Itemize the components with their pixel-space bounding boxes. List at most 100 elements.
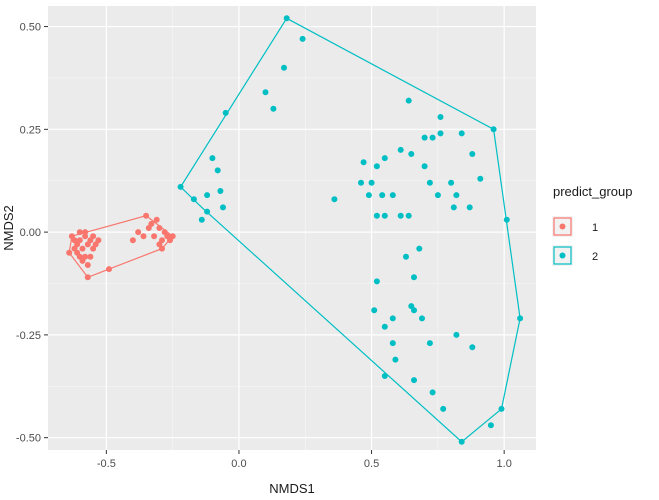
point-group-2 (448, 179, 455, 186)
x-axis-title: NMDS1 (269, 481, 315, 496)
point-group-2 (477, 175, 484, 182)
point-group-2 (365, 192, 372, 199)
point-group-2 (421, 134, 428, 141)
point-group-2 (360, 159, 367, 166)
legend-label-1: 1 (592, 222, 598, 234)
point-group-1 (84, 274, 91, 281)
point-group-2 (437, 114, 444, 120)
point-group-2 (373, 212, 380, 219)
point-group-2 (389, 192, 396, 199)
legend-entry-1: 1 (552, 216, 598, 237)
hull-group-2 (179, 17, 521, 443)
point-group-2 (204, 192, 211, 199)
point-group-2 (371, 307, 378, 314)
group-hulls (68, 17, 521, 443)
point-group-2 (270, 105, 277, 112)
point-group-2 (503, 216, 510, 223)
point-group-2 (405, 97, 412, 104)
point-group-2 (381, 212, 388, 219)
point-group-1 (135, 229, 142, 236)
point-group-2 (458, 438, 465, 445)
point-group-2 (281, 64, 287, 71)
point-group-2 (397, 212, 404, 219)
point-group-1 (106, 266, 112, 273)
point-group-2 (426, 340, 433, 347)
point-group-1 (129, 237, 136, 244)
legend-entry-2: 2 (552, 245, 598, 266)
point-group-2 (437, 130, 444, 137)
legend-title: predict_group (553, 184, 633, 199)
point-group-2 (421, 163, 428, 170)
point-group-2 (358, 179, 364, 186)
legend-key-outline-1 (553, 217, 572, 236)
point-group-1 (71, 245, 78, 252)
point-group-2 (331, 196, 338, 203)
point-group-2 (440, 405, 447, 412)
legend-key-outline-2 (553, 246, 572, 265)
point-group-1 (82, 229, 89, 236)
point-group-2 (389, 315, 396, 322)
point-group-2 (392, 356, 399, 363)
x-tick-label: -0.5 (97, 458, 116, 470)
point-group-1 (66, 249, 73, 256)
y-tick-label: 0.50 (20, 22, 41, 34)
point-group-2 (405, 212, 412, 219)
point-group-2 (209, 155, 216, 162)
point-group-1 (90, 233, 97, 240)
plot-panel (48, 6, 536, 450)
point-group-2 (204, 208, 211, 215)
point-group-2 (381, 323, 388, 330)
point-group-1 (167, 237, 173, 244)
hull-group-1 (68, 215, 174, 279)
point-group-2 (397, 146, 404, 153)
point-group-1 (87, 253, 94, 260)
x-tick-label: 1.0 (497, 458, 512, 470)
point-group-2 (429, 134, 436, 141)
y-axis-ticks: -0.50 -0.25 0.00 0.25 0.50 (16, 22, 48, 445)
data-points (66, 15, 524, 445)
point-group-1 (95, 237, 102, 244)
point-group-1 (84, 262, 91, 268)
point-group-2 (403, 253, 409, 260)
y-tick-label: -0.25 (16, 330, 41, 342)
point-group-2 (411, 274, 417, 281)
point-group-1 (79, 245, 86, 252)
point-group-2 (453, 192, 460, 199)
x-tick-label: 0.5 (364, 458, 379, 470)
point-group-2 (262, 89, 269, 96)
point-group-1 (76, 237, 83, 244)
point-group-2 (214, 167, 221, 174)
point-group-2 (469, 151, 476, 157)
point-group-2 (373, 163, 380, 170)
legend: predict_group 1 2 (552, 184, 633, 266)
point-group-2 (466, 204, 473, 211)
point-group-2 (283, 15, 290, 22)
point-group-1 (76, 253, 83, 260)
point-group-2 (517, 315, 524, 322)
point-group-2 (487, 422, 494, 429)
major-gridlines (48, 6, 536, 450)
point-group-1 (82, 233, 89, 240)
point-group-2 (190, 196, 197, 203)
point-group-2 (389, 340, 396, 347)
point-group-1 (156, 225, 163, 231)
point-group-1 (159, 245, 165, 252)
point-group-2 (299, 35, 306, 42)
point-group-2 (453, 331, 460, 338)
point-group-2 (411, 377, 417, 384)
point-group-1 (143, 212, 150, 219)
point-group-1 (151, 233, 158, 240)
x-tick-label: 0.0 (231, 458, 246, 470)
point-group-2 (469, 344, 476, 351)
y-axis-title: NMDS2 (1, 205, 16, 251)
point-group-2 (490, 126, 497, 133)
point-group-2 (222, 109, 229, 116)
point-group-2 (381, 373, 388, 379)
y-tick-label: 0.25 (20, 124, 41, 136)
point-group-1 (153, 216, 160, 223)
point-group-1 (140, 233, 147, 240)
point-group-2 (411, 307, 417, 314)
point-group-1 (76, 229, 83, 236)
point-group-2 (198, 216, 205, 223)
